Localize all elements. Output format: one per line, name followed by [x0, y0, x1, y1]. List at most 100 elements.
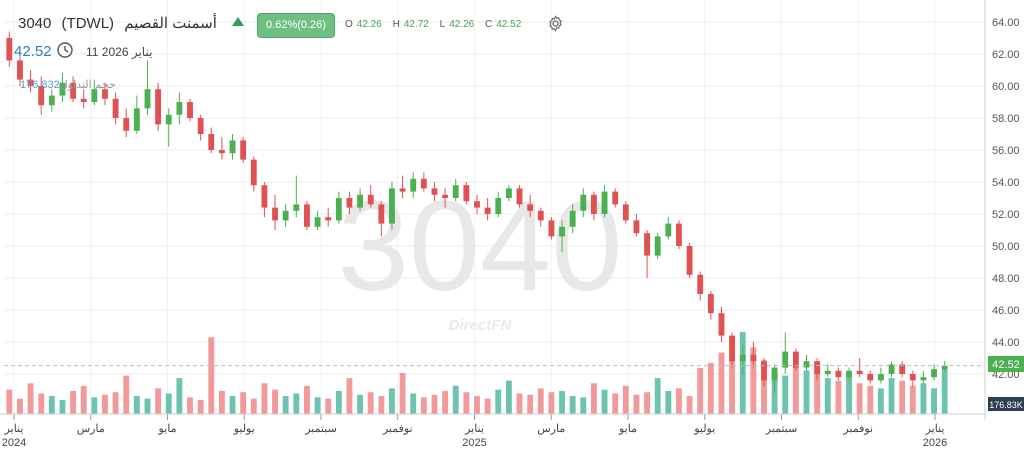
candle-body: [431, 188, 438, 195]
volume-bar: [282, 396, 289, 414]
volume-bars: [6, 332, 948, 414]
volume-readout: حجم التداول176,832: [14, 78, 116, 91]
volume-bar: [229, 396, 236, 414]
candle-body: [899, 364, 906, 374]
candle-body: [644, 233, 650, 256]
time-tick-label: يناير: [925, 423, 945, 435]
candle-body: [665, 223, 672, 237]
volume-bar: [761, 360, 767, 414]
volume-bar: [803, 370, 810, 414]
price-tick-label: 54.00: [992, 177, 1020, 189]
volume-bar: [537, 388, 544, 414]
up-arrow-icon: [232, 17, 244, 26]
volume-bar: [633, 394, 640, 414]
time-tick-label: يوليو: [233, 423, 255, 435]
volume-bar: [133, 396, 140, 414]
price-tick-label: 56.00: [992, 145, 1020, 157]
volume-bar: [909, 385, 916, 414]
candle-body: [559, 226, 565, 237]
clock-icon[interactable]: [57, 42, 73, 58]
volume-bar: [654, 378, 661, 414]
volume-bar: [80, 385, 87, 414]
candle-body: [548, 220, 555, 237]
volume-bar: [155, 388, 162, 414]
candle-body: [495, 198, 502, 214]
time-tick-label: سبتمبر: [304, 423, 337, 435]
volume-bar: [941, 368, 948, 414]
time-tick-label: نوفمبر: [842, 423, 873, 435]
volume-bar: [420, 397, 427, 414]
time-tick-label: سبتمبر: [765, 423, 798, 435]
volume-bar: [707, 362, 714, 414]
volume-bar: [846, 375, 852, 414]
time-tick-label: مارس: [77, 423, 105, 435]
volume-bar: [474, 396, 480, 414]
candle-body: [399, 188, 406, 192]
volume-bar: [112, 392, 119, 414]
volume-bar: [165, 393, 172, 414]
volume-bar: [824, 378, 831, 414]
candle-body: [941, 365, 948, 370]
candle-body: [835, 370, 842, 378]
price-tick-label: 46.00: [992, 305, 1020, 317]
candle-body: [920, 377, 927, 381]
volume-bar: [346, 378, 353, 414]
volume-bar: [6, 389, 13, 414]
volume-bar: [325, 398, 332, 414]
last-price-tag: 42.52: [988, 356, 1024, 372]
candle-body: [346, 198, 353, 208]
volume-bar: [750, 347, 757, 414]
candle-body: [282, 210, 289, 221]
candle-body: [824, 370, 831, 374]
volume-bar: [240, 392, 247, 414]
candle-body: [48, 95, 55, 106]
candle-body: [367, 194, 374, 205]
candle-body: [739, 354, 746, 362]
candle-body: [272, 207, 278, 221]
volume-bar: [48, 396, 55, 414]
gear-icon[interactable]: [547, 15, 564, 32]
time-axis: يناير 2024 مارس مايو يوليو سبتمبر نوفمبر يناير 2…: [0, 413, 985, 449]
volume-bar: [187, 397, 193, 414]
symbol-code: 3040: [18, 15, 52, 32]
price-tick-label: 52.00: [992, 209, 1020, 221]
candle-body: [516, 188, 523, 205]
volume-tag-bg: [988, 397, 1024, 411]
candle-body: [654, 236, 661, 256]
candle-body: [59, 82, 66, 96]
candle-body: [420, 178, 427, 189]
candle-body: [410, 178, 417, 192]
candle-body: [133, 108, 140, 131]
volume-bar: [70, 390, 77, 414]
candle-body: [80, 98, 87, 102]
candle-body: [389, 188, 395, 224]
candle-body: [250, 159, 257, 186]
candle-body: [91, 89, 98, 102]
candle-body: [867, 374, 874, 381]
volume-bar: [293, 393, 300, 414]
candle-body: [484, 207, 491, 214]
time-tick-year: 2025: [462, 437, 486, 449]
volume-bar: [123, 375, 130, 414]
volume-bar: [697, 367, 704, 414]
volume-bar: [272, 389, 278, 414]
volume-bar: [856, 383, 863, 414]
last-price: 42.52: [14, 43, 52, 60]
candle-body: [261, 185, 268, 208]
open-label: O: [345, 19, 353, 30]
symbol-title: 3040 (TDWL) أسمنت القصيم: [18, 14, 223, 32]
volume-bar: [378, 396, 385, 414]
candle-body: [686, 246, 693, 275]
candle-body: [6, 38, 13, 61]
candle-body: [761, 361, 767, 381]
volume-bar: [176, 378, 183, 414]
volume-bar: [389, 388, 395, 414]
candle-body: [240, 140, 247, 160]
volume-bar: [899, 380, 906, 414]
volume-bar: [197, 399, 204, 414]
volume-bar: [452, 385, 459, 414]
candle-body: [718, 313, 725, 336]
volume-tag-text: 176.83K: [989, 400, 1023, 410]
volume-bar: [144, 398, 151, 414]
